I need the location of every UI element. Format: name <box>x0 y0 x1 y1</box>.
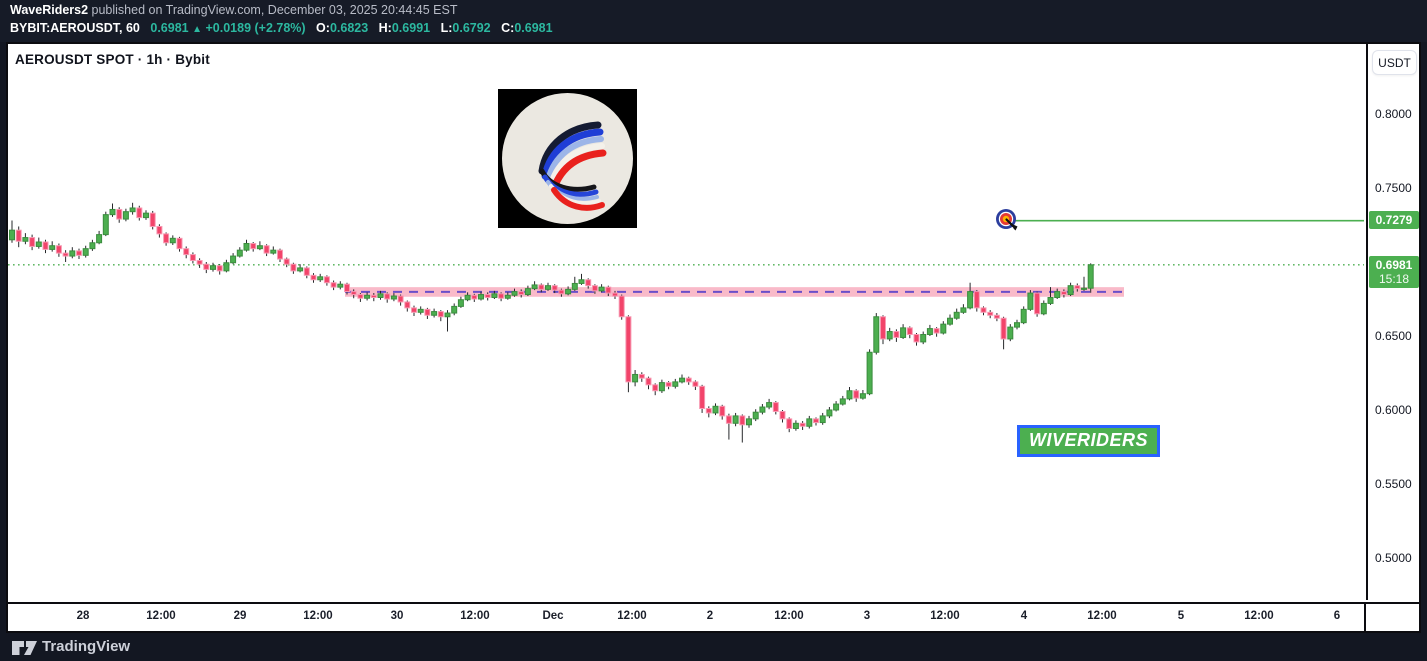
time-tick-label: 6 <box>1333 610 1341 622</box>
low-value: 0.6792 <box>452 21 491 35</box>
time-tick-label: 4 <box>1020 610 1028 622</box>
candlestick-chart[interactable] <box>8 44 1364 600</box>
author-name: WaveRiders2 <box>10 3 89 17</box>
price-tick-label: 0.6500 <box>1375 328 1412 343</box>
time-tick-label: 12:00 <box>303 610 333 622</box>
time-tick-label: 29 <box>233 610 247 622</box>
price-change: +0.0189 (+2.78%) <box>205 21 306 35</box>
time-tick-label: 12:00 <box>930 610 960 622</box>
published-text: published on TradingView.com, December 0… <box>88 3 458 17</box>
target-price-badge: 0.7279 <box>1369 210 1419 229</box>
time-tick-label: 2 <box>706 610 714 622</box>
waveriders-logo <box>498 89 637 228</box>
published-line: WaveRiders2 published on TradingView.com… <box>10 3 458 17</box>
time-tick-label: 5 <box>1177 610 1185 622</box>
time-tick-label: 3 <box>863 610 871 622</box>
price-tick-label: 0.8000 <box>1375 106 1412 121</box>
bar-countdown: 15:18 <box>1378 271 1410 286</box>
time-tick-label: 12:00 <box>1087 610 1117 622</box>
low-label: L: <box>440 21 453 35</box>
symbol-ohlc-line: BYBIT:AEROUSDT, 60 0.6981 ▲ +0.0189 (+2.… <box>10 21 553 35</box>
axis-corner-separator <box>1364 602 1366 631</box>
watermark-text-drawing[interactable]: WIVERIDERS <box>1017 425 1161 457</box>
close-label: C: <box>501 21 515 35</box>
last-price-badge: 0.6981 15:18 <box>1369 255 1419 288</box>
last-price-value: 0.6981 <box>1375 257 1413 272</box>
tradingview-wordmark[interactable]: TradingView <box>42 638 131 655</box>
time-tick-label: 12:00 <box>146 610 176 622</box>
tradingview-footer: TradingView <box>0 633 1427 661</box>
time-tick-label: 28 <box>76 610 90 622</box>
up-arrow-icon: ▲ <box>192 24 202 35</box>
high-label: H: <box>378 21 392 35</box>
price-tick-label: 0.5000 <box>1375 550 1412 565</box>
last-price: 0.6981 <box>150 21 189 35</box>
price-tick-label: 0.7500 <box>1375 180 1412 195</box>
time-tick-label: 12:00 <box>1244 610 1274 622</box>
currency-unit-button[interactable]: USDT <box>1372 50 1417 75</box>
open-value: 0.6823 <box>329 21 369 35</box>
price-tick-label: 0.6000 <box>1375 402 1412 417</box>
chart-plot-area[interactable]: AEROUSDT SPOT · 1h · Bybit <box>8 44 1364 600</box>
time-tick-label: 12:00 <box>460 610 490 622</box>
tradingview-logo-icon[interactable] <box>9 638 39 658</box>
time-tick-label: 30 <box>390 610 404 622</box>
close-value: 0.6981 <box>514 21 553 35</box>
price-axis[interactable]: USDT 0.7279 0.6981 15:18 0.8000 0.7500 0.6… <box>1366 44 1419 600</box>
dartboard-target-icon[interactable] <box>994 207 1020 233</box>
time-tick-label: Dec <box>542 610 564 622</box>
price-tick-label: 0.5500 <box>1375 476 1412 491</box>
waveriders-logo-image <box>498 89 637 228</box>
chart-symbol-title: AEROUSDT SPOT · 1h · Bybit <box>15 52 210 67</box>
target-price-value: 0.7279 <box>1375 212 1413 227</box>
time-tick-label: 12:00 <box>774 610 804 622</box>
open-label: O: <box>316 21 330 35</box>
published-header: WaveRiders2 published on TradingView.com… <box>0 0 1427 42</box>
time-tick-label: 12:00 <box>617 610 647 622</box>
time-axis[interactable]: 28 12:00 29 12:00 30 12:00 Dec 12:00 2 12:00 3 12:0… <box>8 602 1419 631</box>
high-value: 0.6991 <box>391 21 431 35</box>
symbol-name: BYBIT:AEROUSDT, 60 <box>10 21 140 35</box>
chart-panel: AEROUSDT SPOT · 1h · Bybit <box>6 42 1421 633</box>
